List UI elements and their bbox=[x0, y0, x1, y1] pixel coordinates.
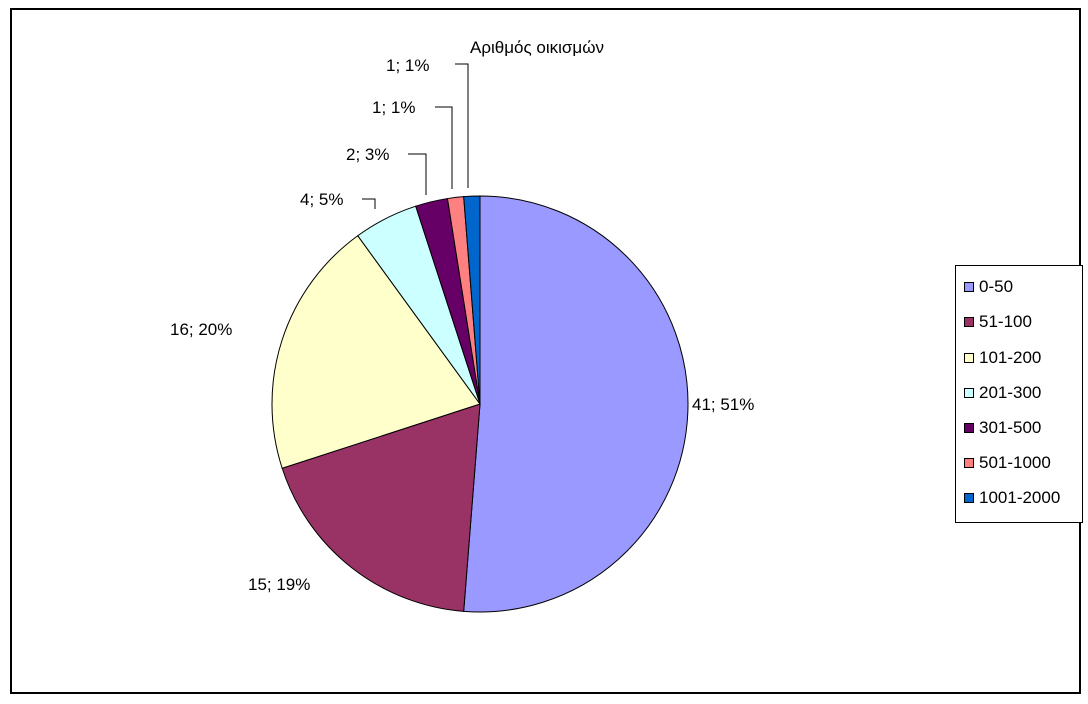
pie-slice-51-100 bbox=[281, 403, 481, 612]
legend-item-0-50: 0-50 bbox=[964, 277, 1013, 297]
legend-label: 501-1000 bbox=[979, 453, 1051, 472]
legend-label: 301-500 bbox=[979, 418, 1042, 437]
data-label-0-50: 41; 51% bbox=[692, 395, 754, 414]
data-label-501-1000: 1; 1% bbox=[372, 98, 415, 117]
legend-swatch bbox=[964, 458, 974, 468]
legend-label: 101-200 bbox=[979, 348, 1042, 367]
legend-label: 51-100 bbox=[979, 312, 1032, 331]
data-label-51-100: 15; 19% bbox=[248, 575, 310, 594]
legend-swatch bbox=[964, 388, 974, 398]
pie-slices bbox=[271, 195, 689, 613]
legend-swatch bbox=[964, 317, 974, 327]
data-label-1001-2000: 1; 1% bbox=[386, 56, 429, 75]
legend-label: 0-50 bbox=[979, 277, 1014, 296]
leader-lines bbox=[362, 63, 469, 209]
legend-item-51-100: 51-100 bbox=[964, 312, 1032, 332]
legend-item-1001-2000: 1001-2000 bbox=[964, 488, 1060, 508]
data-labels: 41; 51% 15; 19% 16; 20% 4; 5% 2; 3% 1; 1% 1; 1… bbox=[170, 56, 754, 594]
legend-swatch bbox=[964, 353, 974, 363]
legend-label: 201-300 bbox=[979, 383, 1042, 402]
legend-swatch bbox=[964, 423, 974, 433]
legend-item-101-200: 101-200 bbox=[964, 348, 1041, 368]
legend-item-201-300: 201-300 bbox=[964, 383, 1041, 403]
legend-item-301-500: 301-500 bbox=[964, 418, 1041, 438]
legend-label: 1001-2000 bbox=[979, 488, 1061, 507]
leader-line-301-500 bbox=[408, 153, 427, 195]
pie-slice-101-200 bbox=[271, 235, 481, 469]
data-label-301-500: 2; 3% bbox=[346, 145, 389, 164]
legend: 0-50 51-100 101-200 201-300 301-500 501-1000 1… bbox=[955, 265, 1083, 523]
data-label-201-300: 4; 5% bbox=[300, 190, 343, 209]
pie-slice-1001-2000 bbox=[463, 195, 481, 405]
legend-swatch bbox=[964, 493, 974, 503]
leader-line-1001-2000 bbox=[455, 63, 469, 188]
data-label-101-200: 16; 20% bbox=[170, 320, 232, 339]
leader-line-501-1000 bbox=[435, 106, 453, 189]
legend-swatch bbox=[964, 282, 974, 292]
pie-slice-0-50 bbox=[463, 195, 689, 613]
legend-item-501-1000: 501-1000 bbox=[964, 453, 1051, 473]
chart-title: Αριθμός οικισμών bbox=[470, 38, 604, 57]
leader-line-201-300 bbox=[362, 198, 376, 209]
